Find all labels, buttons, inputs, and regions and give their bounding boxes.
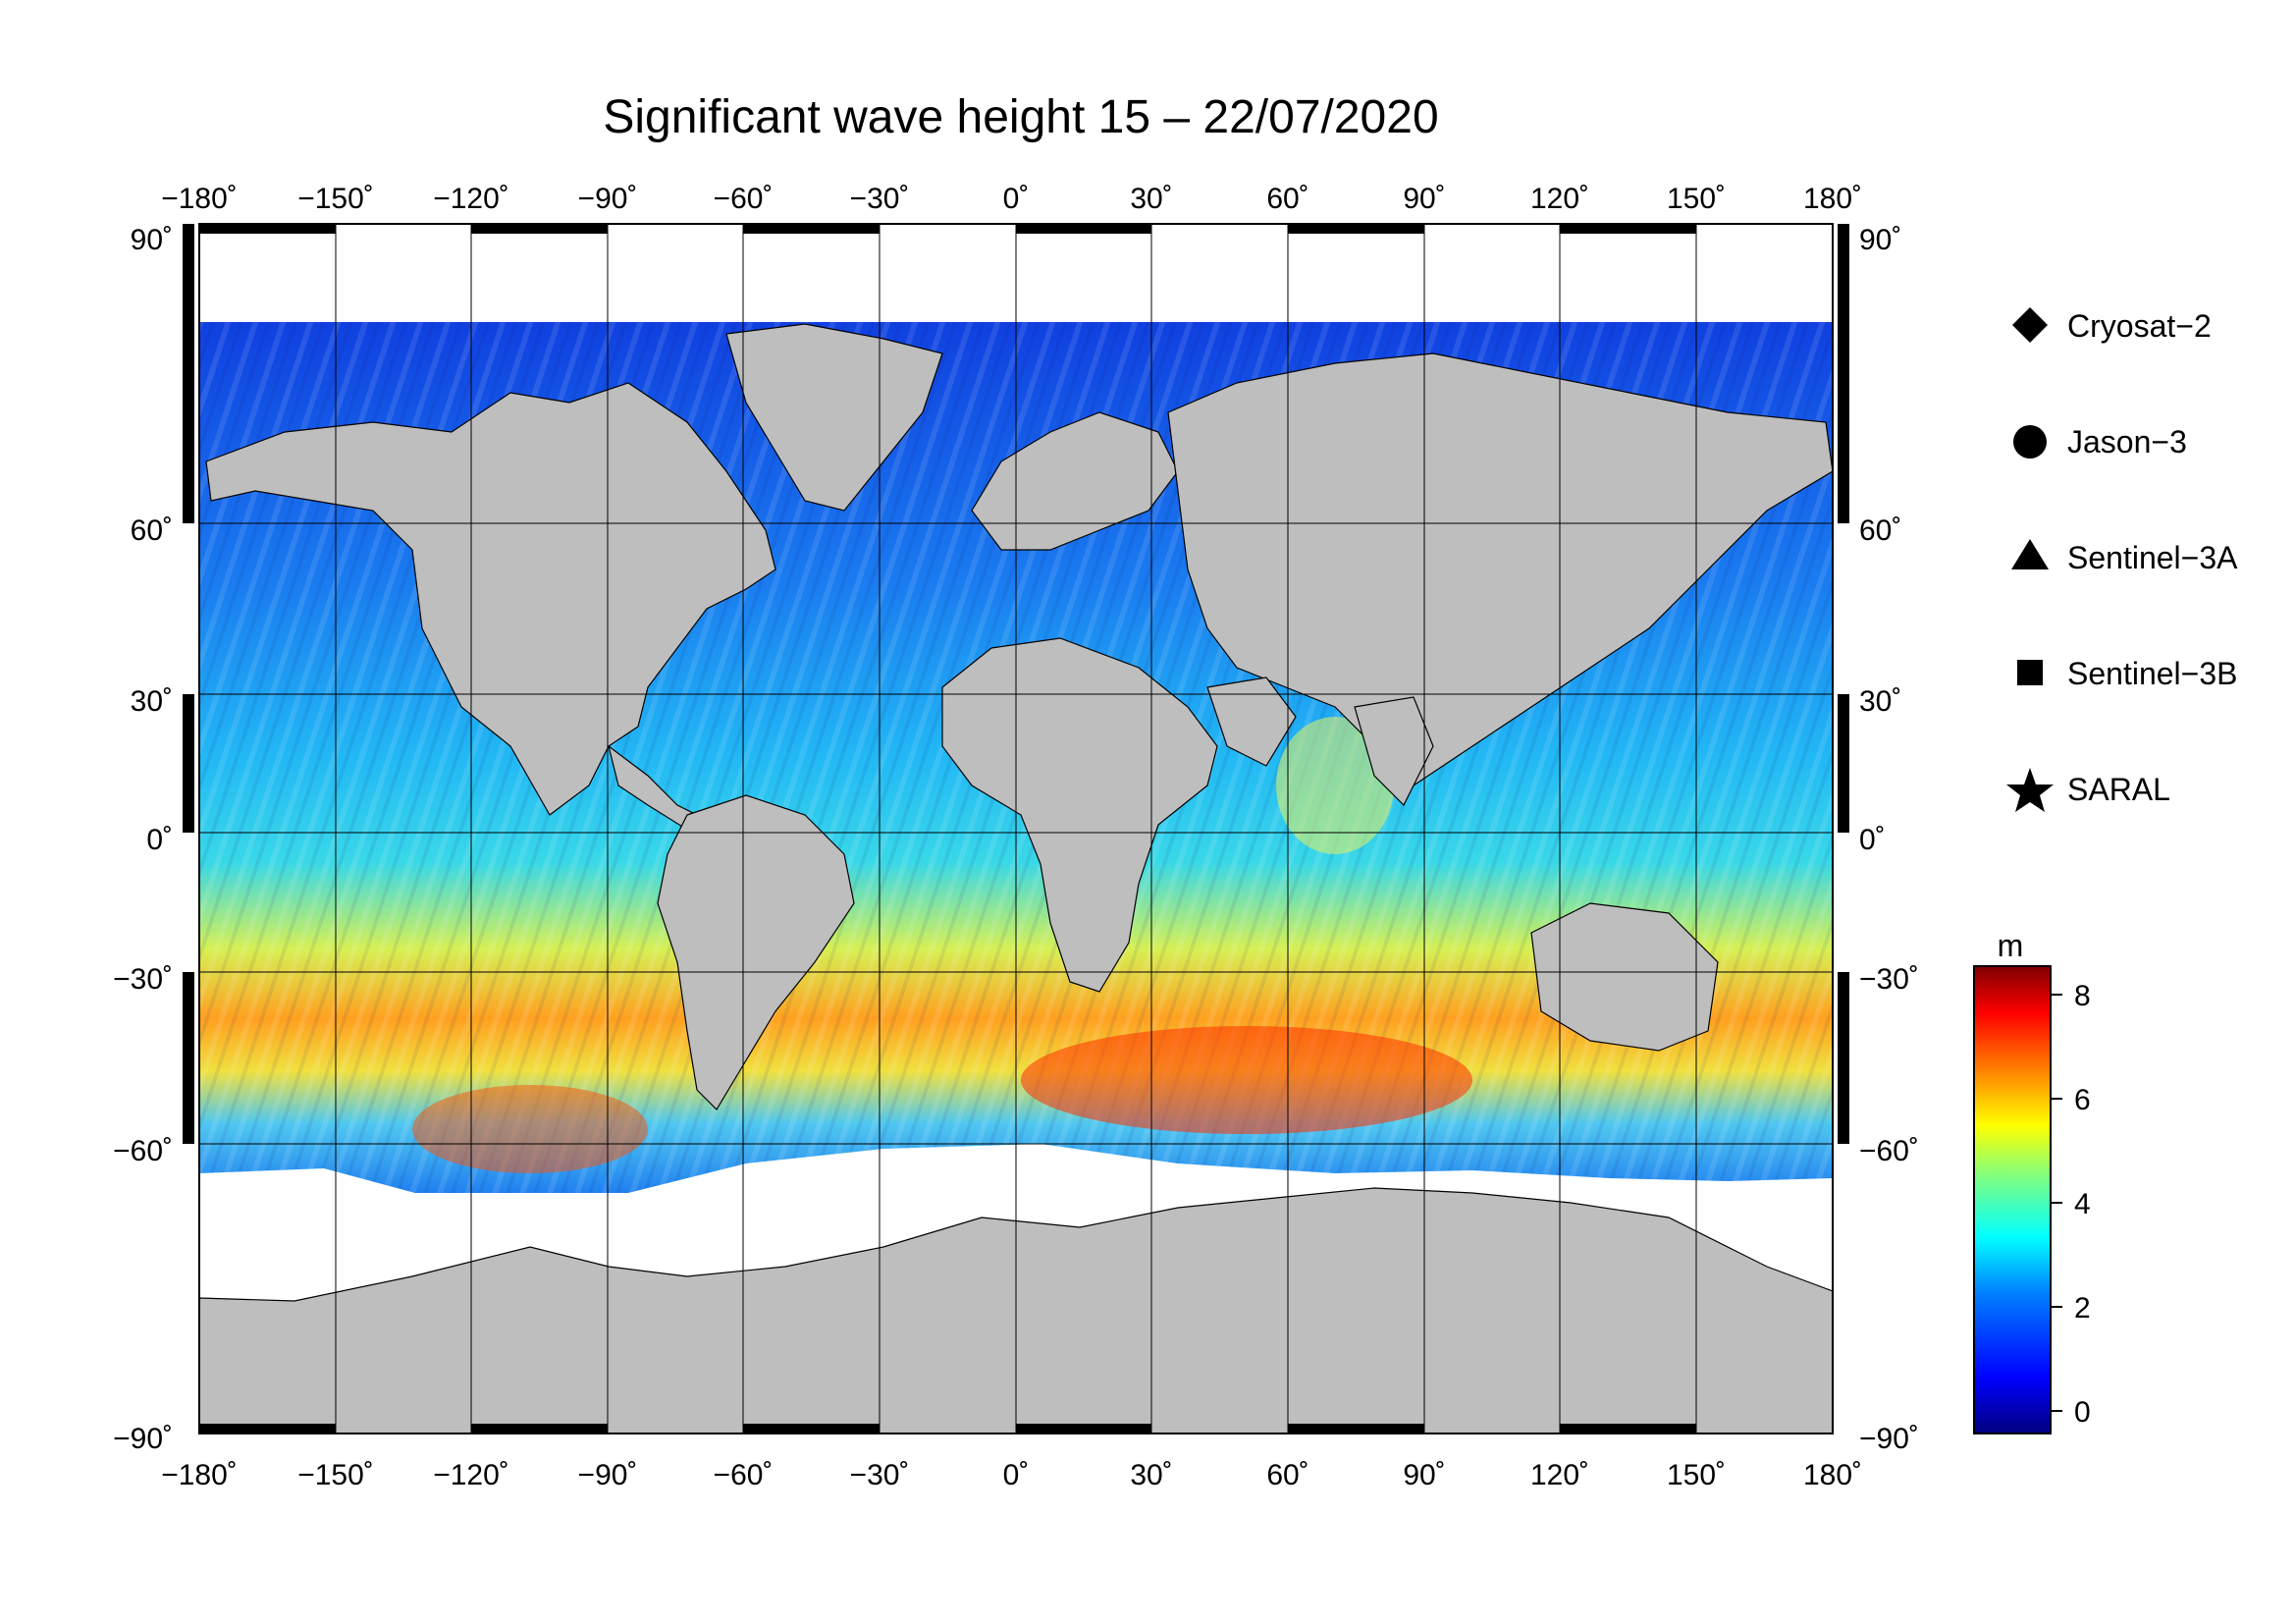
lon-tick-bottom: −180˚ (161, 1459, 238, 1491)
colorbar: m 8 6 4 2 0 (1973, 928, 2091, 1434)
south-america (657, 794, 855, 1110)
lat-tick-right: 30˚ (1859, 685, 1901, 718)
bottom-longitude-labels: −180˚ −150˚ −120˚ −90˚ −60˚ −30˚ 0˚ 30˚ … (161, 1459, 1862, 1491)
lat-tick-left: −60˚ (113, 1135, 173, 1167)
square-icon (2017, 660, 2043, 685)
arabian-peninsula (1206, 676, 1297, 767)
north-america (205, 382, 776, 816)
lon-tick-bottom: −60˚ (714, 1459, 774, 1491)
lon-tick-top: 0˚ (1003, 183, 1030, 215)
lon-tick-bottom: 120˚ (1530, 1459, 1589, 1491)
lat-tick-left: 0˚ (146, 824, 173, 856)
lon-tick-top: −90˚ (578, 183, 638, 215)
left-latitude-labels: 90˚ 60˚ 30˚ 0˚ −30˚ −60˚ −90˚ (113, 224, 173, 1455)
map-area (199, 224, 1833, 1434)
graticule (199, 224, 1833, 1434)
lon-tick-top: 90˚ (1403, 183, 1445, 215)
lat-tick-left: 60˚ (131, 514, 173, 547)
colorbar-tick-label: 2 (2074, 1292, 2091, 1325)
legend-label-sentinel-3b: Sentinel−3B (2067, 656, 2237, 691)
lon-tick-bottom: 0˚ (1003, 1459, 1030, 1491)
lat-tick-right: 90˚ (1859, 224, 1901, 256)
circle-icon (2013, 425, 2047, 459)
greenland (725, 323, 943, 512)
africa (941, 637, 1218, 993)
lon-tick-top: 150˚ (1667, 183, 1726, 215)
legend-label-cryosat: Cryosat−2 (2067, 308, 2212, 344)
lon-tick-top: −30˚ (850, 183, 910, 215)
colorbar-gradient (1973, 965, 2052, 1434)
colorbar-unit: m (1998, 928, 2024, 963)
lon-tick-top: 120˚ (1530, 183, 1589, 215)
legend-label-sentinel-3a: Sentinel−3A (2067, 540, 2238, 575)
colorbar-tick-label: 4 (2074, 1188, 2091, 1220)
lon-tick-top: −180˚ (161, 183, 238, 215)
colorbar-ticks (2051, 994, 2062, 1412)
lat-tick-right: 0˚ (1859, 824, 1886, 856)
lon-tick-top: 180˚ (1803, 183, 1862, 215)
star-icon (2006, 768, 2054, 812)
lon-tick-bottom: −120˚ (433, 1459, 509, 1491)
lat-tick-right: −60˚ (1859, 1135, 1919, 1167)
lat-tick-right: 60˚ (1859, 514, 1901, 547)
australia (1530, 902, 1719, 1052)
lat-tick-left: −90˚ (113, 1423, 173, 1455)
top-longitude-labels: −180˚ −150˚ −120˚ −90˚ −60˚ −30˚ 0˚ 30˚ … (161, 183, 1862, 215)
triangle-icon (2011, 539, 2049, 569)
lon-tick-bottom: −90˚ (578, 1459, 638, 1491)
lon-tick-top: 30˚ (1130, 183, 1172, 215)
high-wave-region-south-pacific (412, 1085, 648, 1173)
lon-tick-bottom: 180˚ (1803, 1459, 1862, 1491)
lon-tick-bottom: 90˚ (1403, 1459, 1445, 1491)
lon-tick-top: −60˚ (714, 183, 774, 215)
diamond-icon (2012, 307, 2048, 343)
colorbar-tick-label: 6 (2074, 1084, 2091, 1116)
lon-tick-top: −120˚ (433, 183, 509, 215)
colorbar-tick-labels: 8 6 4 2 0 (2074, 980, 2091, 1429)
lon-tick-top: 60˚ (1266, 183, 1308, 215)
lon-tick-bottom: −150˚ (297, 1459, 374, 1491)
lon-tick-top: −150˚ (297, 183, 374, 215)
legend-label-saral: SARAL (2067, 772, 2170, 807)
high-wave-region-arabian-sea (1276, 717, 1394, 854)
satellite-legend: Cryosat−2 Jason−3 Sentinel−3A Sentinel−3… (2006, 307, 2238, 812)
high-wave-region-indian-ocean (1021, 1026, 1472, 1134)
lon-tick-bottom: 150˚ (1667, 1459, 1726, 1491)
lon-tick-bottom: 60˚ (1266, 1459, 1308, 1491)
lat-tick-left: 30˚ (131, 685, 173, 718)
lat-tick-left: 90˚ (131, 224, 173, 256)
lon-tick-bottom: 30˚ (1130, 1459, 1172, 1491)
frame-bars (183, 224, 1849, 1434)
right-latitude-labels: 90˚ 60˚ 30˚ 0˚ −30˚ −60˚ −90˚ (1859, 224, 1919, 1455)
asia (1167, 352, 1833, 786)
india (1354, 696, 1434, 807)
chart-title: Significant wave height 15 – 22/07/2020 (603, 91, 1439, 143)
lat-tick-right: −30˚ (1859, 963, 1919, 996)
lon-tick-bottom: −30˚ (850, 1459, 910, 1491)
lat-tick-left: −30˚ (113, 963, 173, 996)
lat-tick-right: −90˚ (1859, 1423, 1919, 1455)
legend-label-jason: Jason−3 (2067, 424, 2187, 460)
colorbar-tick-label: 0 (2074, 1396, 2091, 1429)
colorbar-tick-label: 8 (2074, 980, 2091, 1012)
